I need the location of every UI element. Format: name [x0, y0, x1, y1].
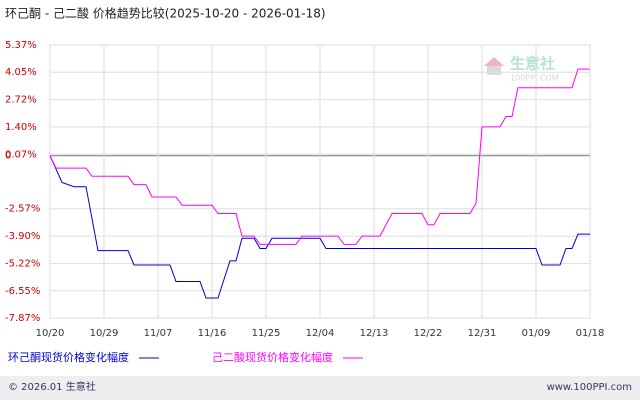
x-tick-label: 10/29: [90, 328, 119, 339]
x-tick-label: 01/18: [576, 328, 605, 339]
x-tick-label: 12/22: [414, 328, 443, 339]
watermark-logo: [484, 57, 504, 66]
x-tick-label: 10/20: [36, 328, 65, 339]
x-tick-label: 12/04: [306, 328, 335, 339]
y-tick-label: 0.07%: [5, 149, 37, 160]
legend-label: 己二酸现货价格变化幅度: [212, 350, 333, 364]
chart-title: 环己酮 - 己二酸 价格趋势比较(2025-10-20 - 2026-01-18…: [5, 6, 326, 21]
y-tick-label: 5.37%: [5, 40, 37, 51]
y-tick-label: -3.90%: [5, 231, 40, 242]
y-tick-label: 0: [5, 151, 11, 162]
watermark-site: 100PPI.COM: [510, 74, 559, 83]
footer-band: [0, 376, 640, 400]
footer-right: www.100PPI.com: [547, 382, 632, 393]
x-tick-label: 01/09: [522, 328, 551, 339]
y-tick-label: 1.40%: [5, 122, 37, 133]
watermark: 生意社 100PPI.COM: [484, 55, 559, 83]
x-tick-label: 11/25: [252, 328, 281, 339]
watermark-name: 生意社: [510, 55, 555, 73]
x-tick-label: 11/16: [198, 328, 227, 339]
y-tick-label: -6.55%: [5, 286, 40, 297]
y-tick-label: -2.57%: [5, 204, 40, 215]
footer-left: © 2026.01 生意社: [8, 380, 96, 393]
x-tick-label: 12/13: [360, 328, 389, 339]
y-tick-label: -5.22%: [5, 258, 40, 269]
x-tick-label: 11/07: [144, 328, 173, 339]
y-tick-label: 2.72%: [5, 95, 37, 106]
x-tick-label: 12/31: [468, 328, 497, 339]
y-tick-label: -7.87%: [5, 313, 40, 324]
series-line: [49, 68, 590, 245]
series-line: [49, 155, 590, 299]
legend-label: 环己酮现货价格变化幅度: [8, 350, 129, 364]
watermark-logo: [487, 66, 501, 75]
y-tick-label: 4.05%: [5, 67, 37, 78]
